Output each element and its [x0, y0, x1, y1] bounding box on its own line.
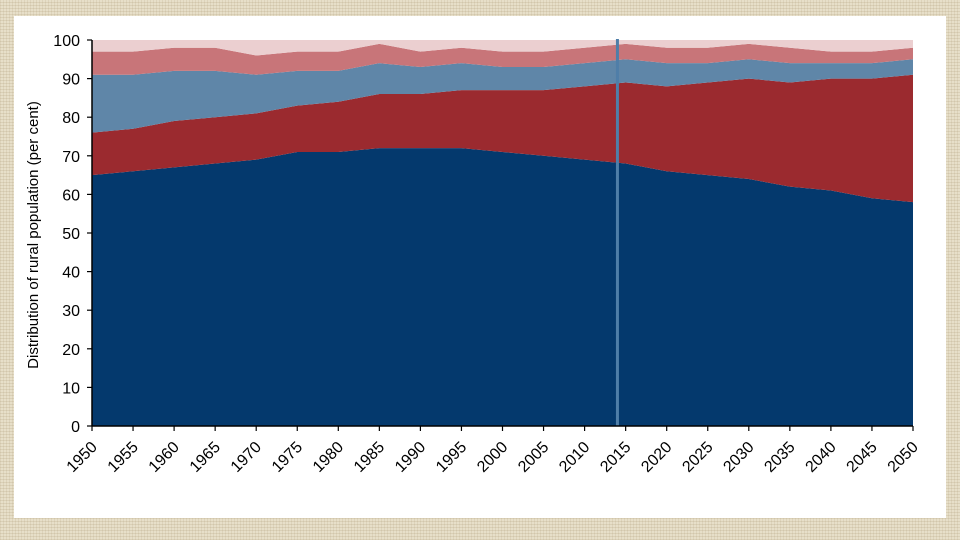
- x-tick-label: 1995: [433, 439, 470, 476]
- x-tick-label: 2025: [679, 439, 716, 476]
- x-tick-label: 2045: [844, 439, 881, 476]
- x-tick-label: 1955: [105, 439, 142, 476]
- y-tick-label: 80: [62, 110, 80, 127]
- y-tick-label: 40: [62, 265, 80, 282]
- x-tick-label: 2050: [885, 439, 922, 476]
- y-tick-label: 90: [62, 72, 80, 89]
- area-band-5: [92, 40, 913, 56]
- x-tick-label: 1965: [187, 439, 224, 476]
- x-tick-label: 2005: [515, 439, 552, 476]
- y-tick-label: 50: [62, 226, 80, 243]
- y-axis-title: Distribution of rural population (per ce…: [25, 101, 42, 369]
- area-band-3: [92, 59, 913, 133]
- x-tick-label: 1990: [392, 439, 429, 476]
- y-tick-label: 0: [71, 419, 80, 436]
- x-tick-label: 2000: [474, 439, 511, 476]
- y-tick-label: 30: [62, 303, 80, 320]
- x-tick-label: 2015: [597, 439, 634, 476]
- x-tick-label: 1975: [269, 439, 306, 476]
- x-tick-label: 1985: [351, 439, 388, 476]
- y-tick-label: 100: [53, 33, 80, 50]
- y-tick-label: 70: [62, 149, 80, 166]
- x-tick-label: 2010: [556, 439, 593, 476]
- area-layers: [92, 40, 913, 426]
- y-tick-labels: 0 10 20 30 40 50 60 70 80 90 100: [53, 33, 92, 436]
- x-tick-label: 2040: [803, 439, 840, 476]
- area-band-2: [92, 74, 913, 203]
- area-band-1: [92, 148, 913, 426]
- x-tick-label: 2030: [720, 439, 757, 476]
- x-tick-label: 2035: [761, 439, 798, 476]
- y-tick-label: 10: [62, 380, 80, 397]
- x-tick-label: 1950: [64, 439, 101, 476]
- x-tick-label: 2020: [638, 439, 675, 476]
- x-tick-label: 1980: [310, 439, 347, 476]
- x-tick-labels: 1950 1955 1960 1965 1970 1975 1980 1985 1990 1995…: [64, 426, 922, 476]
- x-tick-label: 1960: [146, 439, 183, 476]
- y-tick-label: 60: [62, 187, 80, 204]
- y-tick-label: 20: [62, 342, 80, 359]
- x-tick-label: 1970: [228, 439, 265, 476]
